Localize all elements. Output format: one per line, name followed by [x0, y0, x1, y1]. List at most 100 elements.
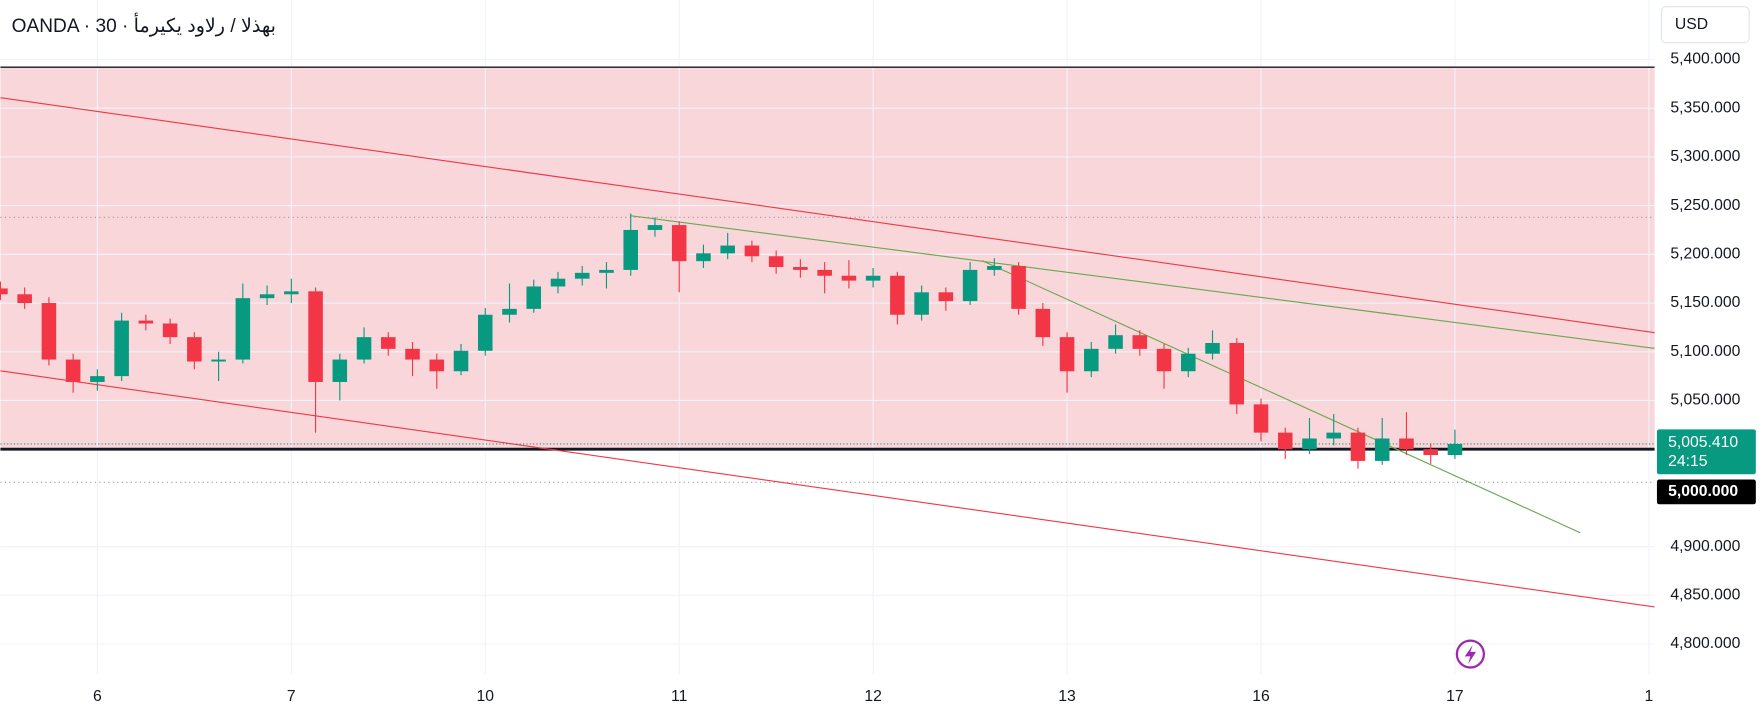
candle-body	[962, 269, 978, 302]
candle-body	[356, 337, 372, 360]
time-axis-bg	[0, 674, 1763, 717]
candle-body	[1084, 348, 1099, 372]
alert-icon[interactable]	[1455, 639, 1485, 669]
candle-body	[817, 269, 832, 276]
candle-body	[332, 359, 348, 382]
y-tick-label: 5,250.000	[1670, 197, 1740, 214]
last-price-label: 5,005.410	[1668, 434, 1738, 451]
candle-body	[1229, 342, 1245, 405]
candle-body	[1011, 266, 1026, 309]
candle-body	[1108, 335, 1123, 349]
y-tick-label: 5,150.000	[1670, 294, 1740, 311]
candle-body	[17, 294, 32, 304]
candle-body	[381, 337, 396, 349]
candle-body	[65, 359, 81, 382]
x-tick-label: 17	[1446, 688, 1463, 705]
trend-line	[0, 97, 1655, 334]
candle-body	[1181, 353, 1196, 372]
candle-body	[187, 337, 202, 362]
y-tick-label: 5,300.000	[1670, 148, 1740, 165]
x-tick-label: 16	[1252, 688, 1270, 705]
candle-body	[744, 245, 760, 257]
candle-body	[647, 225, 663, 230]
x-tick-label: 12	[864, 688, 881, 705]
x-tick-label: 13	[1058, 688, 1076, 705]
candles-layer	[0, 213, 1463, 469]
candle-body	[914, 292, 929, 315]
candle-body	[938, 292, 954, 302]
trend-line	[630, 215, 1655, 349]
candle-body	[841, 275, 857, 281]
candle-body	[1302, 438, 1317, 450]
candle-body	[138, 320, 154, 324]
drawings-layer	[0, 97, 1655, 608]
candle-body	[890, 275, 905, 315]
countdown-label: 24:15	[1668, 453, 1708, 470]
candle-body	[1035, 308, 1051, 338]
background-layer	[0, 0, 1655, 675]
candle-body	[1132, 335, 1148, 349]
zone	[0, 67, 1655, 450]
price-line-label: 5,000.000	[1668, 483, 1738, 500]
candle-body	[405, 348, 420, 360]
candle-body	[41, 303, 57, 360]
y-tick-label: 5,400.000	[1670, 51, 1740, 68]
y-tick-label: 5,050.000	[1670, 392, 1740, 409]
y-tick-label: 4,900.000	[1670, 538, 1740, 555]
candle-body	[768, 256, 784, 267]
candle-body	[284, 291, 299, 295]
candle-body	[0, 288, 8, 295]
candle-body	[453, 350, 469, 372]
x-tick-label: 1	[1644, 688, 1653, 705]
candle-body	[259, 294, 275, 299]
candle-body	[1374, 438, 1390, 461]
candle-body	[1350, 432, 1366, 461]
candle-body	[211, 359, 226, 362]
price-line-box	[1656, 479, 1756, 505]
candle-body	[987, 266, 1002, 270]
candle-body	[720, 245, 735, 254]
candle-body	[671, 225, 687, 262]
x-tick-label: 6	[93, 688, 102, 705]
candle-body	[1253, 404, 1269, 433]
candle-body	[1059, 337, 1075, 372]
candle-body	[526, 286, 542, 309]
candle-body	[162, 323, 178, 338]
candle-body	[114, 320, 129, 377]
y-tick-label: 4,800.000	[1670, 635, 1740, 652]
candle-body	[550, 278, 566, 287]
candle-body	[477, 314, 493, 351]
chart-title: OANDA · 30 · بهذلا / رلاود يكيرمأ	[12, 12, 276, 37]
y-tick-label: 5,350.000	[1670, 99, 1740, 116]
x-tick-label: 7	[287, 688, 296, 705]
candle-body	[1205, 342, 1220, 354]
last-price-box	[1656, 429, 1756, 475]
candle-body	[90, 376, 105, 382]
price-axis-bg	[1654, 0, 1763, 717]
candle-body	[308, 291, 323, 382]
candle-body	[696, 253, 711, 262]
candle-body	[1156, 348, 1172, 372]
candle-body	[574, 272, 590, 279]
candle-body	[623, 229, 638, 270]
currency-box[interactable]	[1660, 6, 1750, 44]
trend-line	[981, 260, 1581, 534]
x-tick-label: 10	[477, 688, 495, 705]
alert-bolt	[1464, 645, 1477, 665]
candle-body	[599, 269, 614, 273]
candle-body	[1399, 438, 1414, 450]
candle-body	[429, 359, 445, 372]
currency: USD	[1675, 16, 1708, 33]
candle-body	[1447, 443, 1463, 456]
candle-body	[793, 266, 808, 270]
candle-body	[502, 308, 517, 315]
y-tick-label: 5,200.000	[1670, 245, 1740, 262]
y-tick-label: 4,850.000	[1670, 587, 1740, 604]
candle-body	[235, 298, 251, 360]
y-tick-label: 5,100.000	[1670, 343, 1740, 360]
trend-line	[0, 370, 1655, 608]
candle-body	[1423, 449, 1438, 456]
